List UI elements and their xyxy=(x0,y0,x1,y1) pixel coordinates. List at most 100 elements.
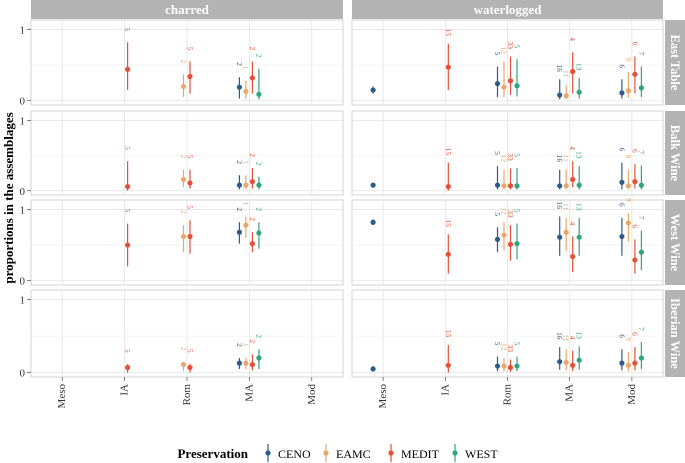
count-label: 9 xyxy=(624,198,633,202)
data-point xyxy=(619,90,625,96)
count-label: 13 xyxy=(575,331,584,339)
data-point xyxy=(501,183,507,189)
count-label: 33 xyxy=(506,344,515,352)
count-label: 11 xyxy=(562,155,571,162)
row-strip xyxy=(665,200,685,285)
count-label: 5 xyxy=(513,342,522,346)
data-point xyxy=(125,242,131,248)
data-point xyxy=(625,362,632,368)
legend-label: WEST xyxy=(465,447,498,461)
data-point xyxy=(576,89,582,95)
column-strip-label: charred xyxy=(165,2,210,17)
count-label: 6 xyxy=(630,332,639,336)
count-label: 1 xyxy=(241,66,250,70)
data-point xyxy=(632,360,638,366)
count-label: 2 xyxy=(235,207,244,211)
legend-key-dot xyxy=(323,450,329,456)
row-strip-label: West Wine xyxy=(668,214,682,272)
count-label: 5 xyxy=(123,349,132,353)
count-label: 4 xyxy=(568,146,577,150)
count-label: 6 xyxy=(617,334,626,338)
data-point xyxy=(370,182,376,188)
data-point xyxy=(370,366,376,372)
axes: 0 1 0 1 0 1 0 1 Meso IA Rom MA Mod Meso IA Rom MA Mod xyxy=(20,24,638,408)
data-point xyxy=(570,176,576,183)
legend-label: MEDIT xyxy=(401,447,440,461)
data-point xyxy=(256,230,262,236)
count-label: 2 xyxy=(248,217,257,221)
count-label: 13 xyxy=(575,203,584,211)
data-point xyxy=(180,176,187,183)
data-point xyxy=(619,179,625,185)
data-point xyxy=(638,182,645,188)
count-label: 2 xyxy=(179,210,188,214)
x-tick-label: Rom xyxy=(502,384,514,406)
count-label: 15 xyxy=(444,29,453,37)
count-label: 2 xyxy=(235,62,244,66)
data-point xyxy=(256,91,262,97)
data-point xyxy=(557,359,563,365)
count-label: 1 xyxy=(241,160,250,164)
data-point xyxy=(576,234,582,240)
count-label: 33 xyxy=(506,42,515,50)
count-label: 11 xyxy=(562,70,571,77)
data-point xyxy=(243,222,249,228)
count-label: 1 xyxy=(241,202,250,206)
data-point xyxy=(625,183,632,189)
y-tick-label: 0 xyxy=(20,96,26,108)
x-tick-label: Rom xyxy=(181,384,193,406)
count-label: 5 xyxy=(493,212,502,216)
row-strip-label: Balk Wine xyxy=(668,125,682,182)
data-point xyxy=(256,182,262,188)
count-label: 5 xyxy=(186,47,195,51)
data-point xyxy=(501,232,507,238)
count-label: 6 xyxy=(630,42,639,46)
row-strip-label: Iberian Wine xyxy=(668,298,682,369)
data-point xyxy=(619,360,625,366)
x-tick-label: IA xyxy=(119,384,131,396)
data-point xyxy=(125,364,131,371)
count-label: 33 xyxy=(506,153,515,161)
data-point xyxy=(180,83,187,90)
y-tick-label: 1 xyxy=(20,24,26,36)
data-point xyxy=(243,88,249,95)
data-point xyxy=(632,71,638,77)
legend-key-dot xyxy=(388,450,394,456)
column-strip xyxy=(31,0,343,19)
data-point xyxy=(514,83,520,89)
count-label: 5 xyxy=(123,146,132,150)
data-point xyxy=(445,362,451,368)
data-point xyxy=(187,233,193,240)
count-label: 5 xyxy=(513,44,522,48)
x-tick-label: Meso xyxy=(377,384,389,409)
count-label: 6 xyxy=(630,224,639,228)
data-point xyxy=(249,75,255,81)
data-point xyxy=(514,241,520,247)
data-point xyxy=(180,233,187,240)
count-label: 2 xyxy=(179,347,188,351)
count-label: 15 xyxy=(444,330,453,338)
count-label: 1 xyxy=(241,343,250,347)
panels: charred waterlogged East Table Balk Wine Wes… xyxy=(30,0,685,378)
count-label: 2 xyxy=(248,153,257,157)
count-label: 6 xyxy=(617,64,626,68)
data-point xyxy=(563,359,569,366)
data-point xyxy=(507,183,514,189)
data-point xyxy=(445,251,451,257)
data-point xyxy=(507,364,514,371)
data-point xyxy=(576,182,582,188)
y-tick-label: 1 xyxy=(20,115,26,127)
count-label: 5 xyxy=(513,209,522,213)
data-point xyxy=(187,180,193,186)
count-label: 2 xyxy=(235,160,244,164)
data-point xyxy=(187,364,193,371)
data-point xyxy=(563,183,569,189)
y-tick-label: 1 xyxy=(20,295,26,307)
data-point xyxy=(507,78,514,84)
count-label: 33 xyxy=(506,210,515,218)
count-label: 5 xyxy=(493,151,502,155)
data-point xyxy=(249,241,255,247)
data-point xyxy=(514,363,520,369)
